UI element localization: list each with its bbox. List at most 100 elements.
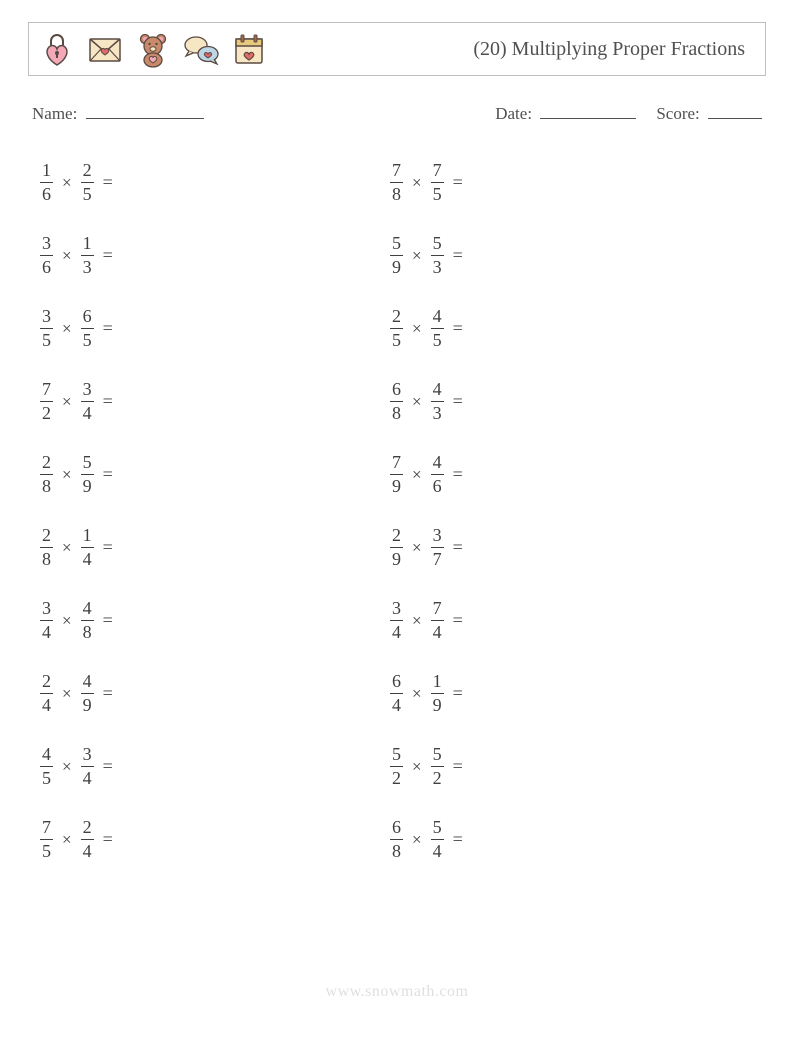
- date-blank[interactable]: [540, 102, 636, 119]
- denominator: 4: [81, 839, 94, 862]
- times-symbol: ×: [62, 684, 72, 704]
- fraction: 74: [431, 598, 444, 642]
- times-symbol: ×: [412, 830, 422, 850]
- denominator: 4: [81, 401, 94, 424]
- equals-symbol: =: [453, 829, 463, 850]
- numerator: 1: [81, 525, 94, 547]
- fraction: 16: [40, 160, 53, 204]
- problem: 52×52=: [388, 730, 738, 803]
- equals-symbol: =: [453, 464, 463, 485]
- numerator: 4: [81, 598, 94, 620]
- times-symbol: ×: [62, 830, 72, 850]
- fraction: 45: [40, 744, 53, 788]
- fraction: 24: [81, 817, 94, 861]
- fraction: 59: [81, 452, 94, 496]
- numerator: 1: [81, 233, 94, 255]
- fraction: 19: [431, 671, 444, 715]
- fraction: 49: [81, 671, 94, 715]
- denominator: 3: [431, 401, 444, 424]
- problem: 16×25=: [38, 146, 388, 219]
- denominator: 5: [390, 328, 403, 351]
- numerator: 4: [431, 452, 444, 474]
- numerator: 5: [431, 233, 444, 255]
- denominator: 8: [40, 474, 53, 497]
- love-letter-icon: [85, 29, 125, 69]
- numerator: 5: [390, 744, 403, 766]
- worksheet-page: (20) Multiplying Proper Fractions Name: …: [0, 0, 794, 1053]
- denominator: 5: [431, 328, 444, 351]
- denominator: 4: [431, 620, 444, 643]
- equals-symbol: =: [103, 391, 113, 412]
- denominator: 6: [40, 255, 53, 278]
- numerator: 6: [390, 671, 403, 693]
- fraction: 14: [81, 525, 94, 569]
- numerator: 2: [40, 525, 53, 547]
- denominator: 9: [390, 255, 403, 278]
- times-symbol: ×: [62, 611, 72, 631]
- fraction: 64: [390, 671, 403, 715]
- denominator: 8: [390, 182, 403, 205]
- numerator: 7: [431, 160, 444, 182]
- numerator: 6: [390, 379, 403, 401]
- love-calendar-icon: [229, 29, 269, 69]
- fraction: 52: [390, 744, 403, 788]
- equals-symbol: =: [453, 391, 463, 412]
- problem: 64×19=: [388, 657, 738, 730]
- numerator: 5: [431, 744, 444, 766]
- equals-symbol: =: [453, 318, 463, 339]
- denominator: 6: [40, 182, 53, 205]
- problems-grid: 16×25=78×75=36×13=59×53=35×65=25×45=72×3…: [28, 146, 766, 876]
- denominator: 8: [81, 620, 94, 643]
- fraction: 24: [40, 671, 53, 715]
- fraction: 75: [431, 160, 444, 204]
- fraction: 48: [81, 598, 94, 642]
- love-chat-icon: [181, 29, 221, 69]
- times-symbol: ×: [62, 246, 72, 266]
- problem: 45×34=: [38, 730, 388, 803]
- equals-symbol: =: [453, 756, 463, 777]
- problem: 34×48=: [38, 584, 388, 657]
- fraction: 46: [431, 452, 444, 496]
- numerator: 5: [431, 817, 444, 839]
- equals-symbol: =: [103, 537, 113, 558]
- times-symbol: ×: [62, 173, 72, 193]
- problem: 72×34=: [38, 365, 388, 438]
- denominator: 5: [431, 182, 444, 205]
- denominator: 8: [390, 401, 403, 424]
- problem: 79 × 46 =: [388, 438, 738, 511]
- fraction: 79: [390, 452, 403, 496]
- equals-symbol: =: [453, 610, 463, 631]
- problem: 36×13=: [38, 219, 388, 292]
- numerator: 3: [390, 598, 403, 620]
- denominator: 7: [431, 547, 444, 570]
- numerator: 4: [431, 306, 444, 328]
- times-symbol: ×: [62, 319, 72, 339]
- denominator: 6: [431, 474, 444, 497]
- score-blank[interactable]: [708, 102, 762, 119]
- times-symbol: ×: [412, 538, 422, 558]
- equals-symbol: =: [453, 683, 463, 704]
- equals-symbol: =: [103, 318, 113, 339]
- numerator: 4: [81, 671, 94, 693]
- numerator: 7: [40, 379, 53, 401]
- numerator: 7: [390, 160, 403, 182]
- denominator: 3: [81, 255, 94, 278]
- problem: 68×54=: [388, 803, 738, 876]
- times-symbol: ×: [62, 465, 72, 485]
- fraction: 68: [390, 817, 403, 861]
- numerator: 7: [431, 598, 444, 620]
- denominator: 4: [40, 620, 53, 643]
- times-symbol: ×: [412, 757, 422, 777]
- denominator: 5: [40, 839, 53, 862]
- name-blank[interactable]: [86, 102, 204, 119]
- fraction: 25: [81, 160, 94, 204]
- times-symbol: ×: [412, 465, 422, 485]
- denominator: 9: [81, 474, 94, 497]
- fraction: 34: [81, 744, 94, 788]
- numerator: 2: [81, 160, 94, 182]
- fraction: 37: [431, 525, 444, 569]
- fraction: 65: [81, 306, 94, 350]
- fraction: 68: [390, 379, 403, 423]
- denominator: 5: [40, 766, 53, 789]
- denominator: 9: [431, 693, 444, 716]
